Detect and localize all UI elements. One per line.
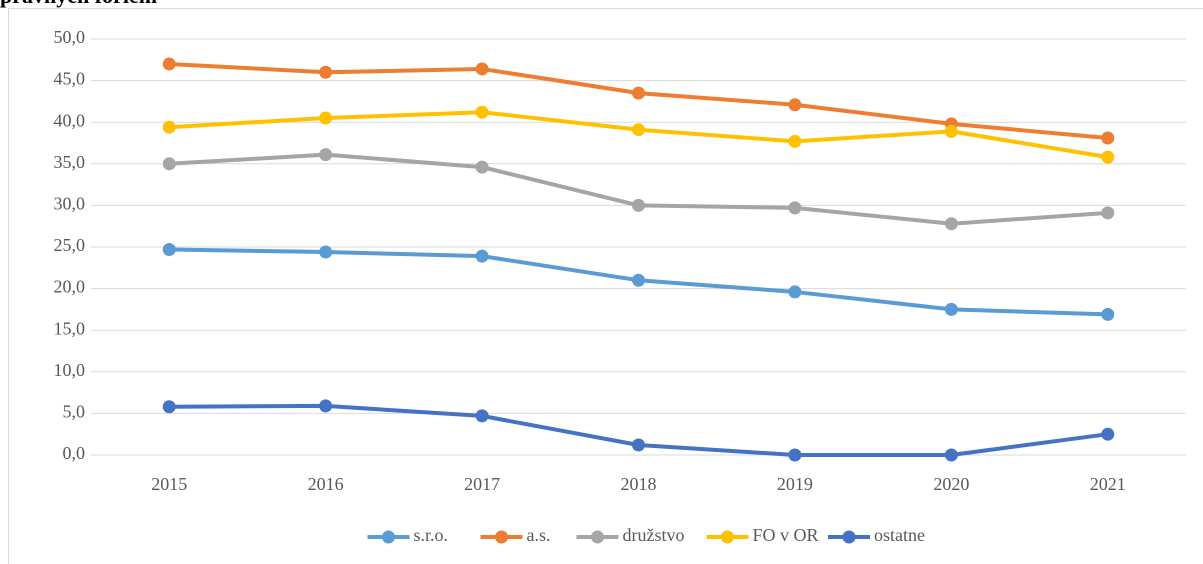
y-tick-label: 30,0 [54,194,86,214]
data-point [162,57,176,71]
data-point [944,448,958,462]
chart-frame [8,8,1203,564]
data-point [1101,307,1115,321]
data-point [319,65,333,79]
legend-label: ostatne [874,525,925,545]
data-point [788,201,802,215]
data-point [944,302,958,316]
data-point [632,123,645,137]
data-point [1101,150,1115,164]
data-point [319,399,333,413]
data-point [632,198,645,212]
y-tick-label: 35,0 [54,152,86,172]
x-tick-label: 2021 [1090,474,1126,494]
x-tick-label: 2020 [933,474,969,494]
legend-label: družstvo [623,525,685,545]
data-point [475,62,489,76]
data-point [788,98,802,112]
legend-marker [495,530,508,544]
data-point [319,245,333,259]
legend-label: s.r.o. [414,525,449,545]
data-point [1101,206,1115,220]
title-bg [0,0,260,6]
legend-marker [842,530,856,544]
data-point [475,409,489,423]
data-point [632,438,645,452]
data-point [162,242,176,256]
y-tick-label: 10,0 [54,360,86,380]
data-point [475,249,489,263]
data-point [632,86,645,100]
x-tick-label: 2016 [308,474,344,494]
data-point [319,148,333,162]
y-tick-label: 15,0 [54,318,86,338]
y-tick-label: 5,0 [63,402,86,422]
y-tick-label: 40,0 [54,110,86,130]
data-point [944,217,958,231]
data-point [475,105,489,119]
legend-marker [382,530,395,544]
y-tick-label: 25,0 [54,235,86,255]
data-point [1101,131,1115,145]
y-tick-label: 45,0 [54,69,86,89]
data-point [944,124,958,138]
data-point [319,111,333,125]
chart-title: právnych foriem [0,0,157,8]
data-point [788,285,802,299]
data-point [788,134,802,148]
data-point [162,157,176,171]
data-point [788,448,802,462]
data-point [162,400,176,414]
data-point [632,273,645,287]
y-tick-label: 20,0 [54,277,86,297]
legend-marker [721,530,734,544]
data-point [1101,427,1115,441]
x-tick-label: 2015 [151,474,187,494]
x-tick-label: 2019 [777,474,813,494]
x-tick-label: 2018 [621,474,657,494]
legend-label: a.s. [527,525,551,545]
legend-marker [591,530,604,544]
data-point [475,160,489,174]
y-tick-label: 50,0 [54,27,86,47]
y-tick-label: 0,0 [63,443,86,463]
data-point [162,120,176,134]
x-tick-label: 2017 [464,474,500,494]
legend-label: FO v OR [753,525,819,545]
